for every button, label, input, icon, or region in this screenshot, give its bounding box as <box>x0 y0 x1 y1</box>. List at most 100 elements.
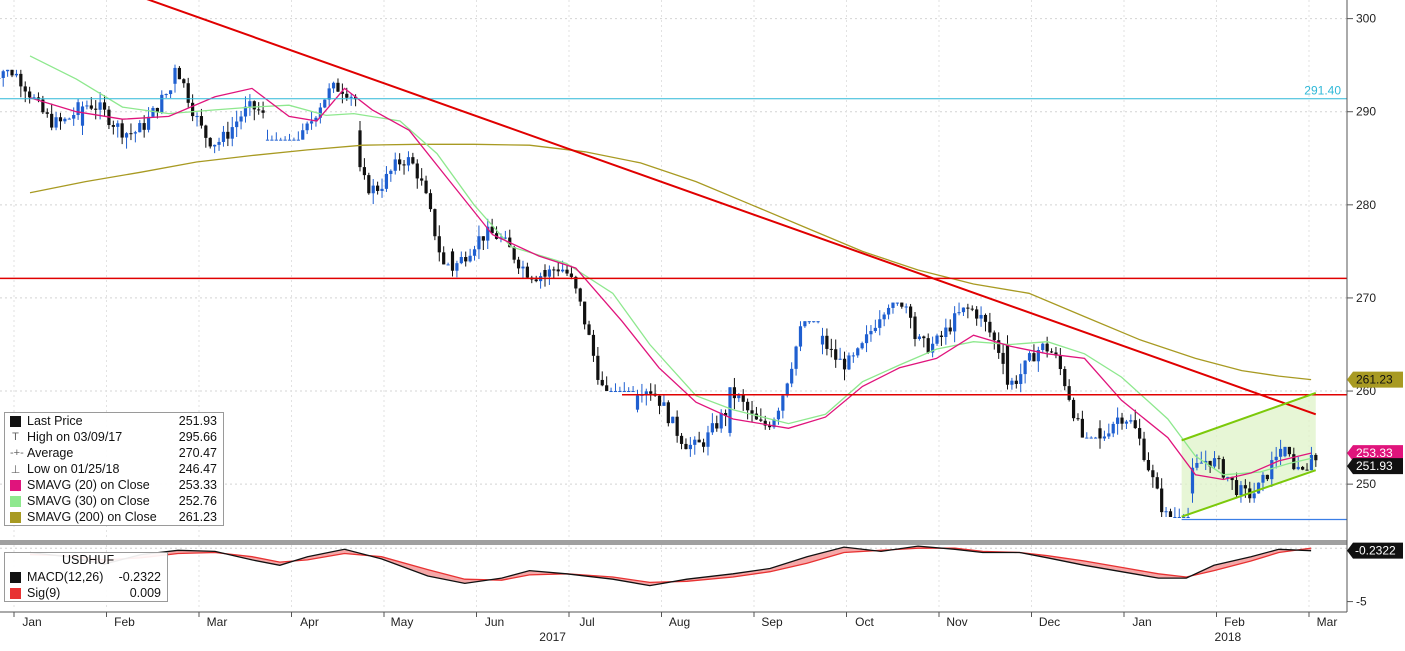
candle-down <box>90 105 93 108</box>
candle-up <box>1261 475 1264 483</box>
legend-value: 253.33 <box>179 478 223 492</box>
candle-up <box>1239 485 1242 495</box>
candle-down <box>178 68 181 79</box>
candle-down <box>420 178 423 180</box>
candle-down <box>1314 455 1317 460</box>
candle-up <box>328 88 331 99</box>
candle-up <box>962 308 965 313</box>
candle-up <box>627 391 630 392</box>
candle-down <box>984 315 987 322</box>
candle-down <box>825 336 828 349</box>
candle-up <box>852 355 855 356</box>
candle-down <box>993 333 996 341</box>
candle-up <box>869 331 872 334</box>
candle-up <box>63 119 66 122</box>
candle-down <box>24 86 27 91</box>
candle-up <box>68 119 71 120</box>
candle-down <box>1147 460 1150 470</box>
sma200-value-tag: 261.23 <box>1356 373 1393 387</box>
candle-up <box>1283 447 1286 456</box>
candle-down <box>1059 356 1062 369</box>
candle-down <box>742 395 745 401</box>
macd-value-tag: -0.2322 <box>1355 544 1396 558</box>
candle-down <box>182 79 185 83</box>
legend-swatch <box>10 496 21 507</box>
candle-down <box>750 410 753 413</box>
candle-up <box>618 391 621 392</box>
candle-down <box>949 328 952 332</box>
candle-up <box>1090 438 1093 439</box>
candle-up <box>213 145 216 147</box>
high-marker-icon: T <box>10 431 21 443</box>
candle-up <box>839 359 842 360</box>
candle-up <box>1310 455 1313 470</box>
candle-up <box>446 264 449 265</box>
candle-down <box>587 324 590 335</box>
candle-up <box>195 116 198 117</box>
candle-up <box>861 343 864 348</box>
x-tick-label: Feb <box>114 615 135 629</box>
candle-down <box>1015 381 1018 384</box>
candle-up <box>803 321 806 326</box>
candle-up <box>790 369 793 384</box>
low-marker-icon: ⊥ <box>10 463 21 476</box>
legend-label: Sig(9) <box>27 586 122 600</box>
candle-up <box>808 321 811 322</box>
candle-up <box>125 133 128 137</box>
candle-down <box>253 101 256 109</box>
y-tick-label: 250 <box>1356 477 1376 491</box>
candle-down <box>1305 470 1308 471</box>
candle-up <box>662 402 665 406</box>
candle-down <box>121 123 124 137</box>
candle-down <box>358 130 361 167</box>
candle-up <box>1116 418 1119 424</box>
candle-down <box>204 126 207 138</box>
candle-up <box>521 267 524 269</box>
candle-down <box>684 444 687 449</box>
candle-up <box>407 157 410 165</box>
candle-down <box>526 267 529 278</box>
candle-up <box>979 315 982 319</box>
candle-down <box>680 436 683 444</box>
candle-down <box>592 335 595 356</box>
last-price-tag: 251.93 <box>1356 459 1393 473</box>
candle-up <box>1103 436 1106 438</box>
candle-up <box>623 391 626 392</box>
candle-up <box>799 326 802 346</box>
candle-down <box>103 102 106 109</box>
candle-down <box>649 391 652 393</box>
candle-down <box>940 336 943 337</box>
macd-y-tick-label: -5 <box>1356 595 1367 609</box>
candle-down <box>1301 467 1304 470</box>
candle-down <box>1068 386 1071 400</box>
x-tick-label: Oct <box>855 615 874 629</box>
candle-down <box>433 209 436 236</box>
legend-swatch <box>10 416 21 427</box>
legend-label: MACD(12,26) <box>27 570 111 584</box>
candle-up <box>636 396 639 410</box>
candle-up <box>372 186 375 194</box>
x-tick-label: Sep <box>761 615 783 629</box>
candle-up <box>284 140 287 141</box>
candle-down <box>94 109 97 110</box>
candle-up <box>1028 353 1031 360</box>
candle-down <box>966 308 969 309</box>
candle-up <box>332 83 335 89</box>
candle-up <box>15 74 18 75</box>
candle-up <box>1129 420 1132 421</box>
candle-down <box>909 307 912 318</box>
candle-up <box>865 334 868 343</box>
legend-value: 252.76 <box>179 494 223 508</box>
legend-swatch <box>10 512 21 523</box>
candle-down <box>658 396 661 406</box>
x-tick-label: Aug <box>669 615 690 629</box>
candle-down <box>129 133 132 134</box>
candle-up <box>812 321 815 322</box>
candle-up <box>1213 458 1216 466</box>
candle-up <box>693 440 696 445</box>
candle-down <box>411 157 414 163</box>
candle-up <box>301 130 304 139</box>
